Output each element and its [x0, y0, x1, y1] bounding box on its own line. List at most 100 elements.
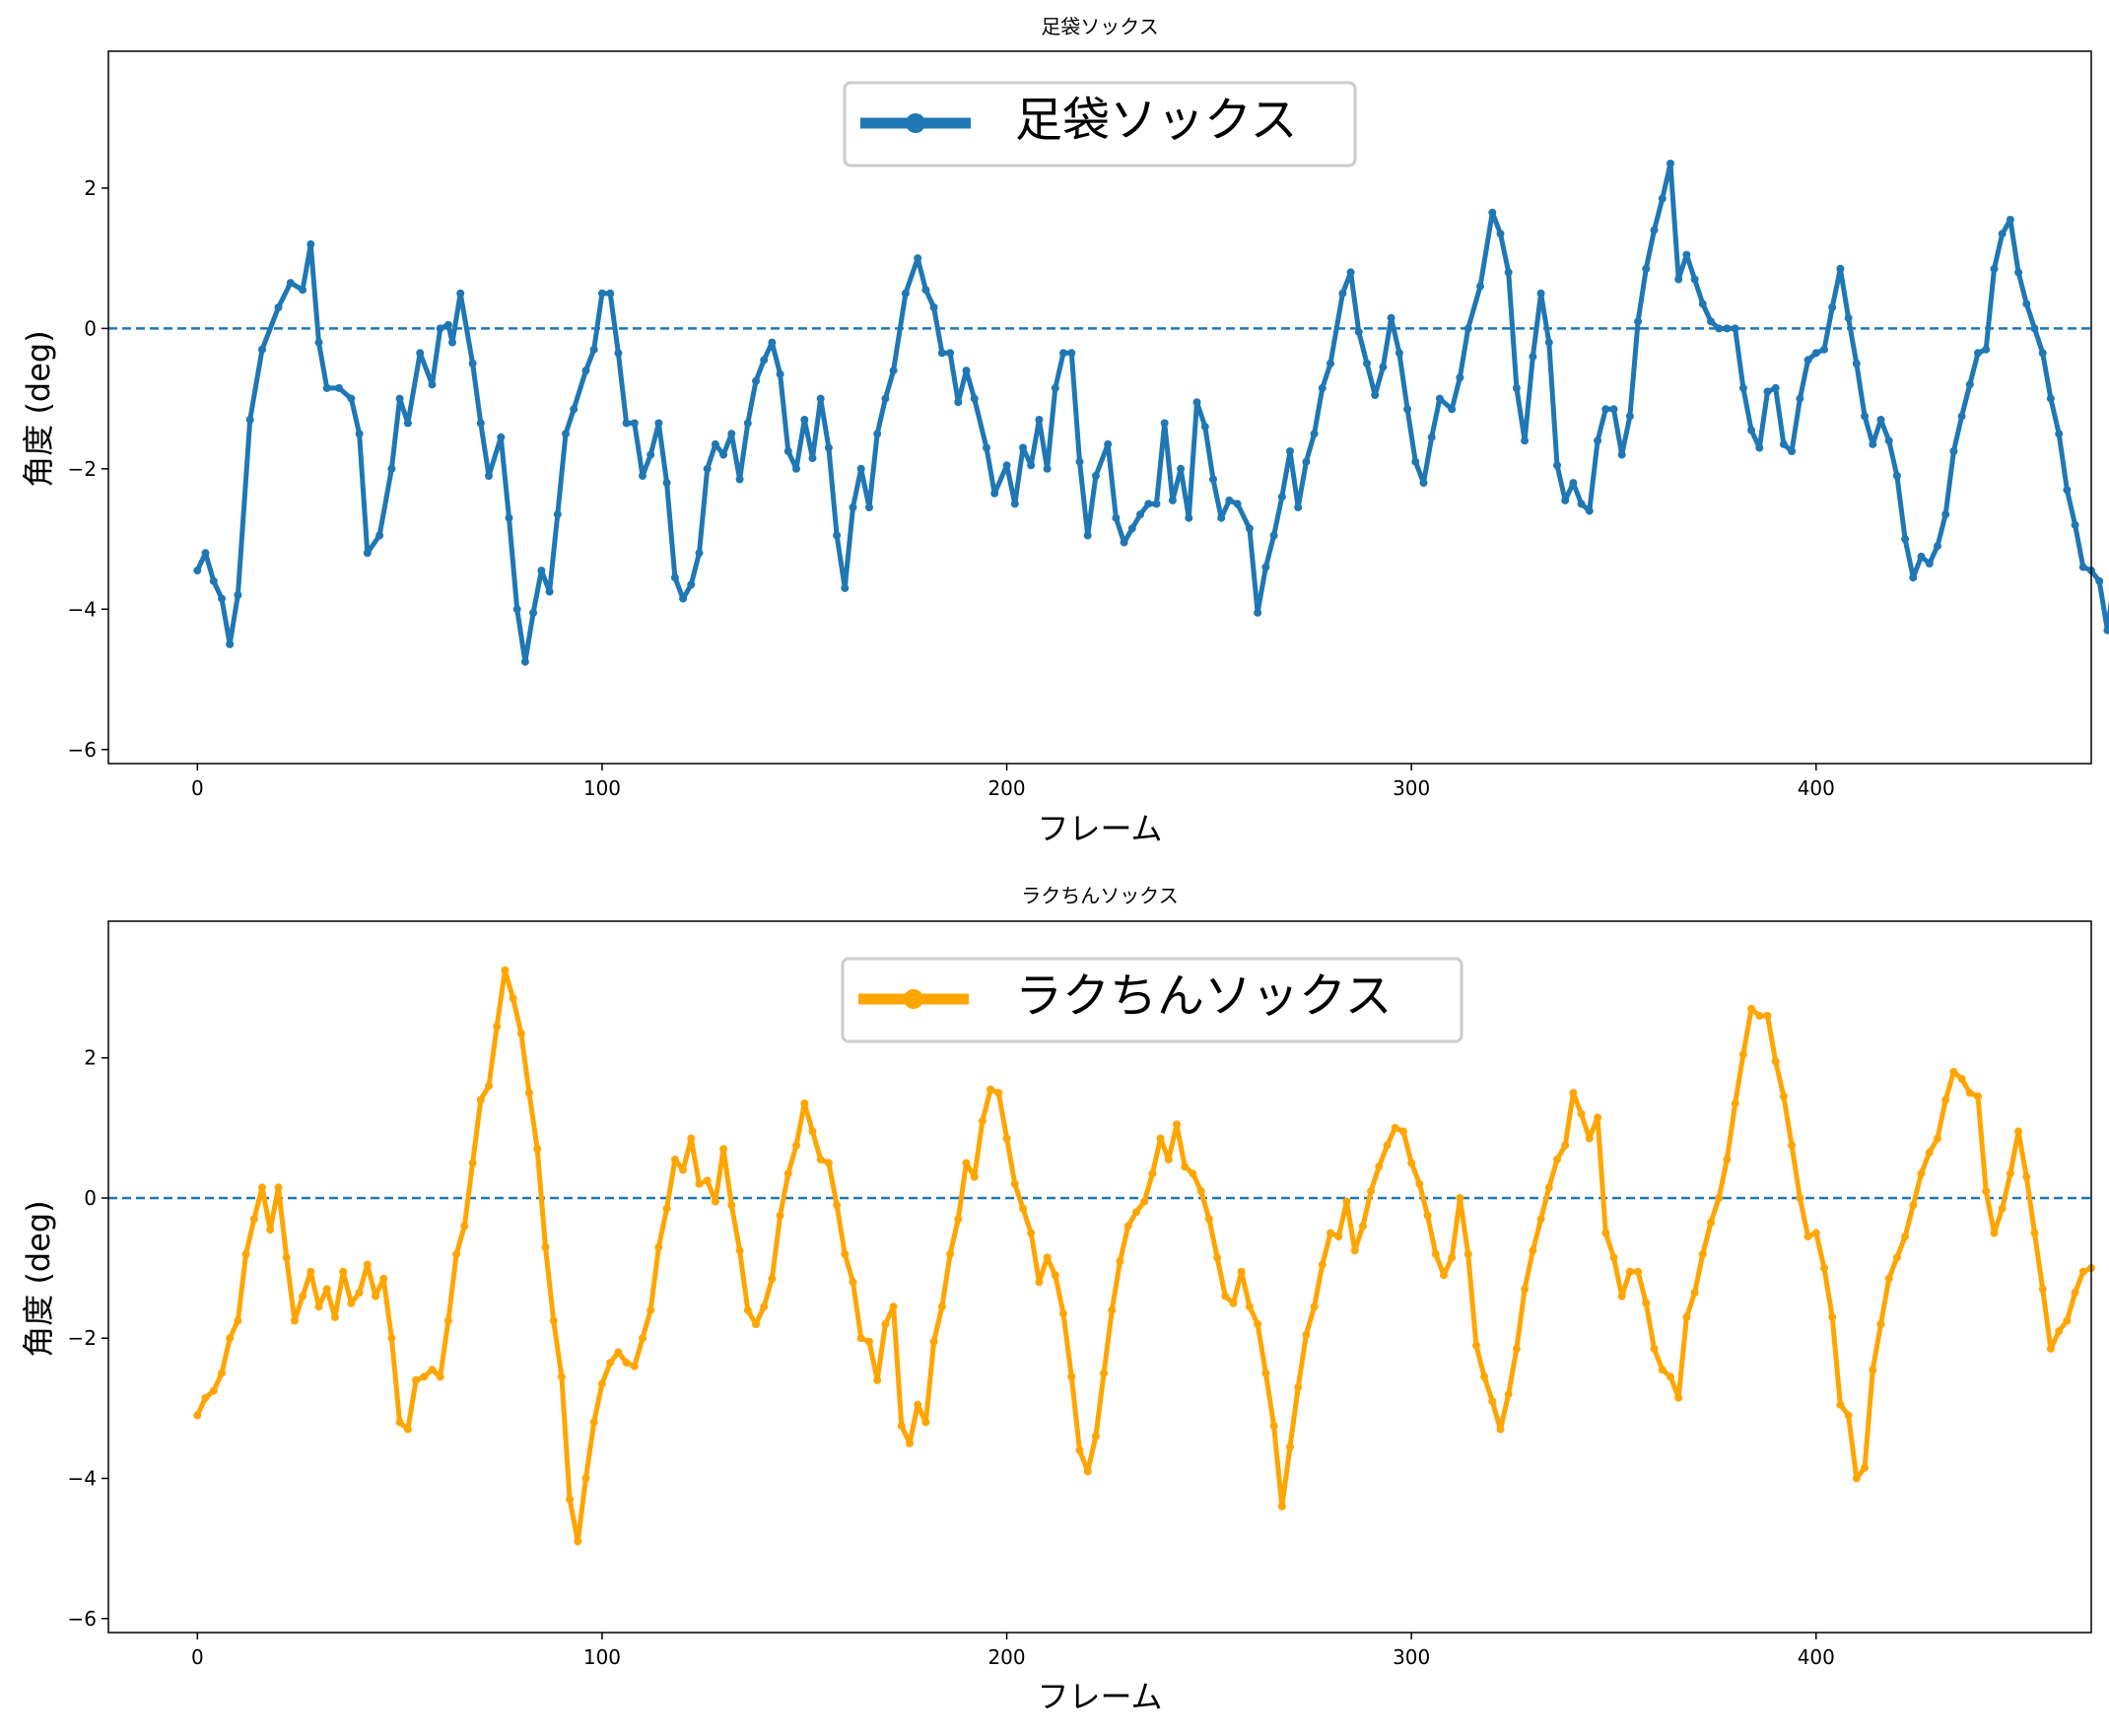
data-point — [1949, 1067, 1958, 1076]
data-point — [792, 1141, 800, 1150]
data-point — [412, 1375, 421, 1384]
data-point — [1601, 405, 1610, 414]
data-point — [570, 405, 578, 414]
data-point — [1544, 338, 1553, 347]
data-point — [549, 1316, 558, 1325]
data-point — [193, 567, 202, 575]
data-point — [962, 367, 971, 375]
data-point — [711, 439, 719, 448]
data-point — [1245, 524, 1254, 533]
chart-panel-tabi: 足袋ソックス 0 100 200 300 400 −6 −4 −2 0 2 フレーム 角度 (de… — [20, 15, 2109, 847]
data-point — [306, 1267, 315, 1276]
data-point — [209, 576, 218, 585]
data-point — [1221, 1292, 1230, 1301]
data-point — [1123, 1222, 1132, 1231]
data-point — [639, 1334, 646, 1343]
data-point — [1286, 1442, 1294, 1451]
data-point — [954, 1215, 963, 1224]
data-point — [1876, 416, 1885, 424]
legend-marker — [904, 989, 923, 1009]
axes-frame — [107, 50, 2092, 765]
data-point — [1811, 1229, 1820, 1237]
data-point — [1448, 405, 1457, 414]
data-point — [1254, 608, 1262, 617]
data-point — [1901, 1233, 1910, 1241]
data-point — [1974, 349, 1982, 358]
data-point — [234, 591, 242, 599]
data-point — [1277, 493, 1286, 501]
data-point — [2046, 394, 2055, 403]
data-point — [597, 289, 606, 298]
data-point — [1448, 1253, 1457, 1262]
data-point — [824, 1159, 833, 1168]
data-point — [1488, 208, 1497, 217]
data-point — [1456, 1194, 1464, 1202]
data-point — [249, 1215, 258, 1224]
data-point — [897, 1422, 906, 1431]
data-point — [1747, 1004, 1756, 1013]
data-point — [970, 1172, 979, 1181]
plot-area: 0 100 200 300 400 −6 −4 −2 0 2 — [68, 920, 2095, 1669]
data-point — [1334, 1233, 1343, 1241]
data-point — [986, 1085, 995, 1094]
data-point — [841, 1249, 850, 1258]
y-tick-label: −4 — [68, 597, 97, 621]
data-point — [306, 239, 315, 248]
data-point — [2006, 1169, 2014, 1178]
data-point — [1254, 1320, 1262, 1328]
data-point — [2022, 300, 2031, 308]
data-point — [1245, 1302, 1254, 1311]
data-point — [1342, 1197, 1351, 1206]
data-point — [1707, 317, 1715, 326]
data-point — [1925, 560, 1934, 568]
data-point — [1286, 447, 1294, 455]
data-point — [841, 583, 850, 592]
data-point — [1127, 524, 1136, 533]
legend-box — [841, 957, 1463, 1043]
data-point — [282, 1253, 291, 1262]
y-axis-label: 角度 (deg) — [20, 330, 57, 487]
data-point — [322, 1285, 331, 1294]
data-point — [824, 443, 833, 452]
x-tick-label: 300 — [1393, 776, 1430, 800]
data-point — [1731, 324, 1739, 333]
data-point — [1529, 1246, 1537, 1255]
data-point — [1779, 1092, 1788, 1101]
data-point — [606, 1359, 615, 1368]
data-point — [1779, 439, 1788, 448]
data-point — [1755, 443, 1764, 452]
data-point — [1395, 349, 1403, 358]
data-point — [2030, 324, 2039, 333]
data-point — [1423, 1211, 1432, 1220]
data-point — [1318, 383, 1327, 392]
data-point — [1415, 1179, 1424, 1188]
data-point — [1609, 405, 1618, 414]
data-point — [1010, 1179, 1019, 1188]
data-point — [266, 1226, 275, 1234]
data-point — [299, 1292, 307, 1301]
data-point — [1788, 1141, 1797, 1150]
data-point — [1229, 1299, 1238, 1307]
data-point — [1067, 349, 1076, 358]
x-tick-label: 200 — [987, 776, 1025, 800]
data-point — [1974, 1092, 1982, 1101]
data-point — [448, 338, 456, 347]
data-point — [1876, 1320, 1885, 1328]
data-point — [1998, 1204, 2007, 1213]
data-point — [1682, 250, 1691, 259]
data-point — [375, 531, 384, 540]
data-point — [274, 303, 283, 311]
data-point — [849, 503, 857, 511]
data-point — [1327, 360, 1334, 367]
data-point — [1148, 1169, 1157, 1178]
data-point — [505, 513, 513, 522]
data-point — [2022, 1172, 2031, 1181]
data-point — [719, 450, 728, 459]
data-point — [1209, 475, 1217, 484]
data-point — [1690, 1289, 1699, 1297]
data-point — [1925, 1148, 1934, 1157]
data-point — [589, 345, 598, 354]
data-point — [525, 1089, 533, 1098]
data-point — [476, 419, 485, 428]
data-point — [1269, 531, 1278, 540]
